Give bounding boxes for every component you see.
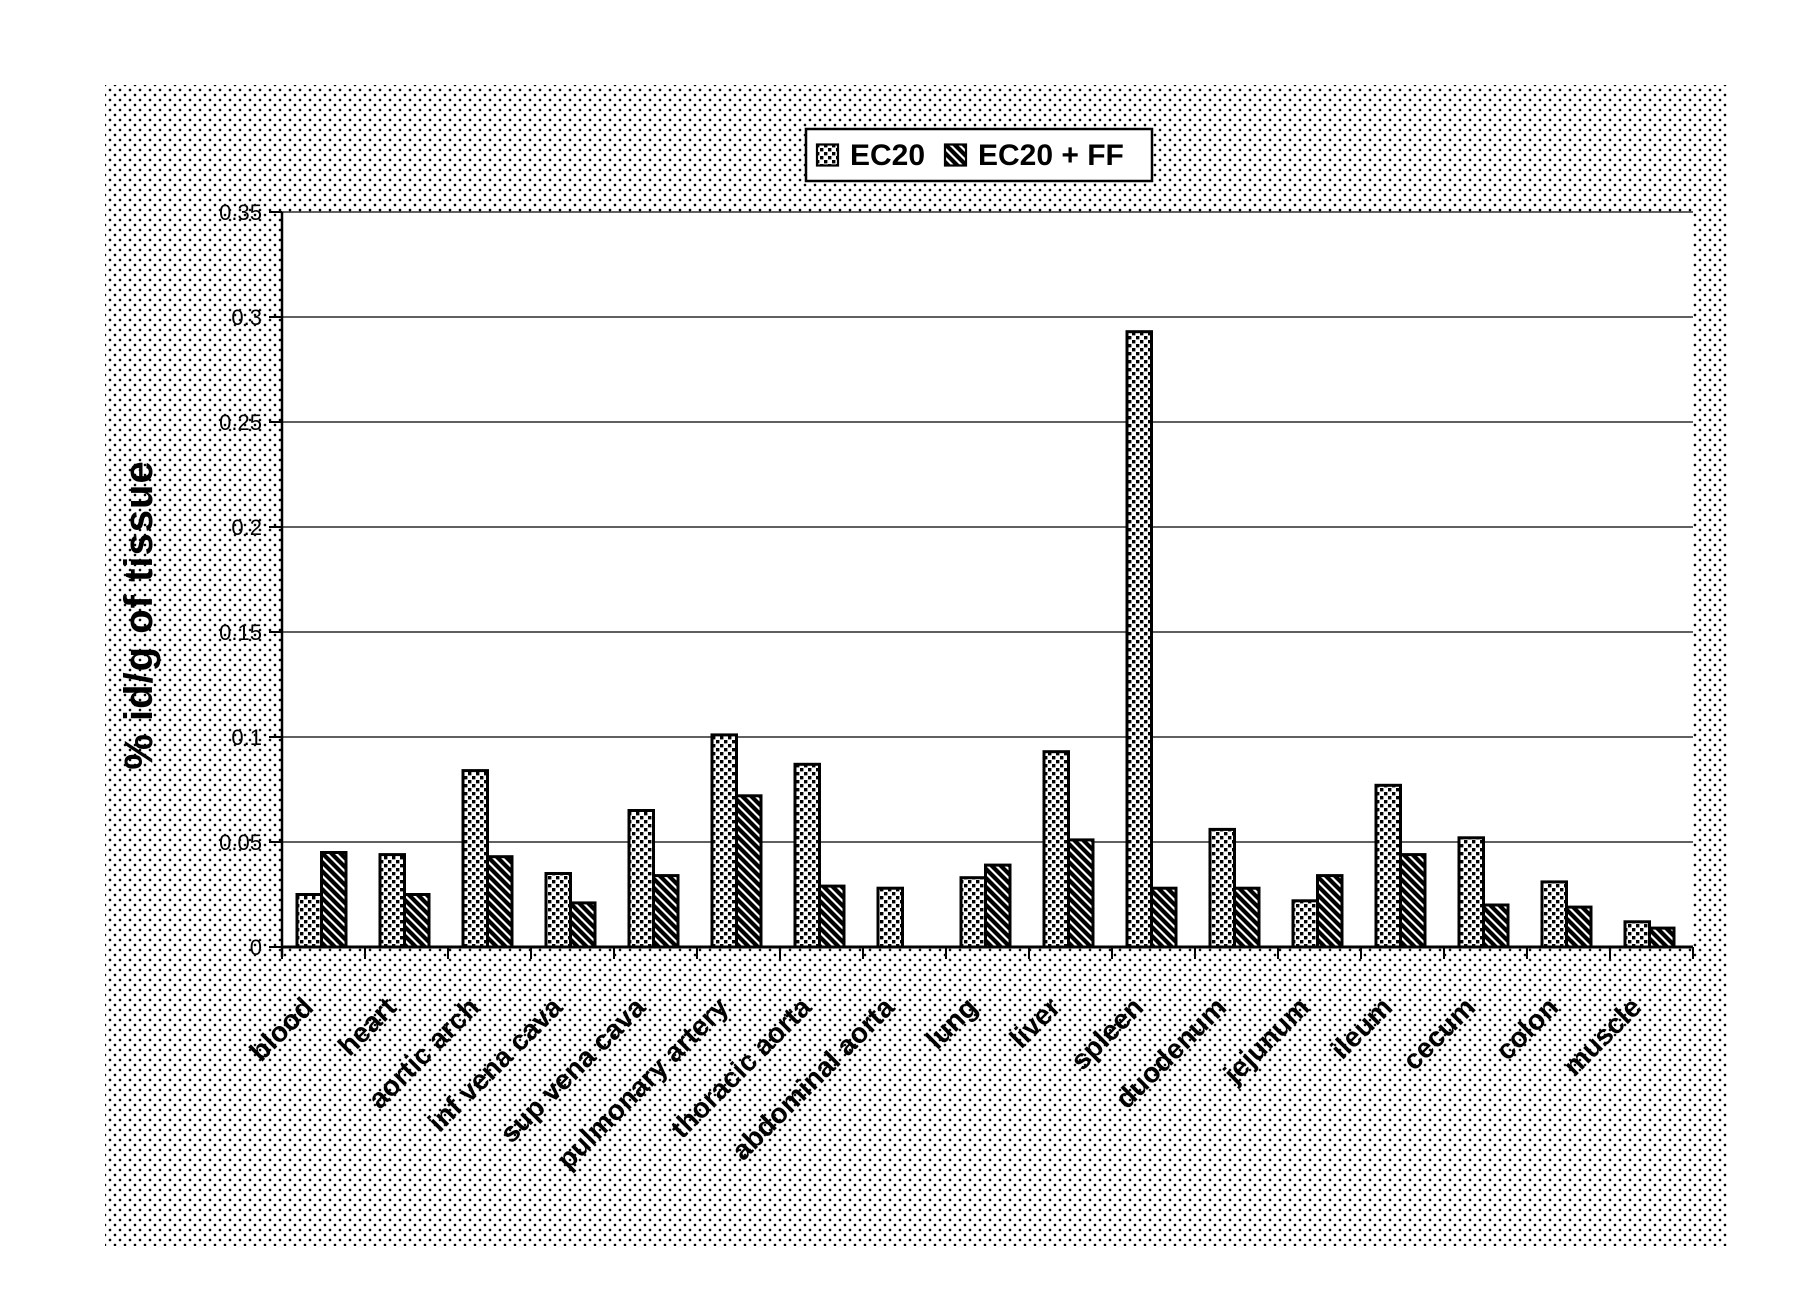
x-category-label-ileum: ileum <box>1325 991 1399 1065</box>
bar-ec20-ff-blood <box>320 851 348 949</box>
bar-ec20-muscle <box>1623 920 1651 949</box>
y-tick-label: 0.15 <box>219 620 262 645</box>
x-category-label-spleen: spleen <box>1065 991 1150 1076</box>
bar-ec20-ileum <box>1374 783 1402 949</box>
y-tick-label: 0.3 <box>231 305 262 330</box>
bar-ec20-lung <box>959 876 987 949</box>
y-axis-title: % id/g of tissue <box>117 460 161 769</box>
bar-ec20-cecum <box>1457 836 1485 949</box>
bar-ec20-ff-liver <box>1067 838 1095 949</box>
bar-ec20-ff-aortic-arch <box>486 855 514 949</box>
axes-group <box>269 211 1694 959</box>
x-category-label-sup-vena-cava: sup vena cava <box>494 991 652 1149</box>
bar-ec20-liver <box>1042 750 1070 949</box>
y-tick-label: 0.05 <box>219 830 262 855</box>
x-category-label-thoracic-aorta: thoracic aorta <box>664 991 817 1144</box>
x-category-label-blood: blood <box>243 991 319 1067</box>
bar-ec20-ff-muscle <box>1648 926 1676 949</box>
bar-ec20-ff-colon <box>1565 905 1593 949</box>
bar-ec20-ff-lung <box>984 863 1012 949</box>
bar-ec20-pulmonary-artery <box>710 733 738 949</box>
bar-ec20-ff-inf-vena-cava <box>569 901 597 949</box>
bar-ec20-ff-pulmonary-artery <box>735 794 763 949</box>
bar-ec20-sup-vena-cava <box>627 809 655 949</box>
bar-ec20-jejunum <box>1291 899 1319 949</box>
bar-ec20-aortic-arch <box>461 769 489 949</box>
legend-label-ec20-ff: EC20 + FF <box>978 139 1124 172</box>
y-tick-label: 0.1 <box>231 725 262 750</box>
x-category-label-jejunum: jejunum <box>1217 991 1316 1090</box>
bar-ec20-inf-vena-cava <box>544 872 572 949</box>
bar-ec20-ff-duodenum <box>1233 886 1261 949</box>
bars-group <box>295 330 1676 949</box>
plot-area <box>282 212 1693 947</box>
x-category-label-liver: liver <box>1004 991 1067 1054</box>
bar-ec20-ff-sup-vena-cava <box>652 874 680 949</box>
bar-ec20-blood <box>295 893 323 949</box>
legend-swatch-ec20-icon <box>815 143 840 167</box>
legend-group: EC20 EC20 + FF <box>804 127 1154 183</box>
bar-ec20-ff-thoracic-aorta <box>818 884 846 949</box>
y-tick-label: 0.35 <box>219 200 262 225</box>
bar-ec20-ff-cecum <box>1482 903 1510 949</box>
legend-label-ec20: EC20 <box>850 139 925 172</box>
plot-area-group <box>282 212 1693 947</box>
legend-box <box>804 127 1154 183</box>
bar-ec20-colon <box>1540 880 1568 949</box>
y-tick-label: 0 <box>250 935 262 960</box>
x-category-label-cecum: cecum <box>1397 991 1482 1076</box>
y-tick-label: 0.25 <box>219 410 262 435</box>
bar-ec20-heart <box>378 853 406 949</box>
bar-ec20-ff-heart <box>403 893 431 949</box>
legend-swatch-ec20-ff-icon <box>943 143 968 167</box>
x-category-label-heart: heart <box>332 991 402 1061</box>
bar-ec20-spleen <box>1125 330 1153 949</box>
x-category-label-lung: lung <box>920 991 984 1055</box>
x-category-label-colon: colon <box>1490 991 1565 1066</box>
bar-ec20-ff-spleen <box>1150 886 1178 949</box>
bar-ec20-abdominal-aorta <box>876 886 904 949</box>
y-tick-label: 0.2 <box>231 515 262 540</box>
bar-ec20-ff-jejunum <box>1316 874 1344 949</box>
bar-ec20-ff-ileum <box>1399 853 1427 949</box>
x-category-label-muscle: muscle <box>1557 991 1647 1081</box>
bar-ec20-thoracic-aorta <box>793 762 821 949</box>
bar-ec20-duodenum <box>1208 827 1236 949</box>
